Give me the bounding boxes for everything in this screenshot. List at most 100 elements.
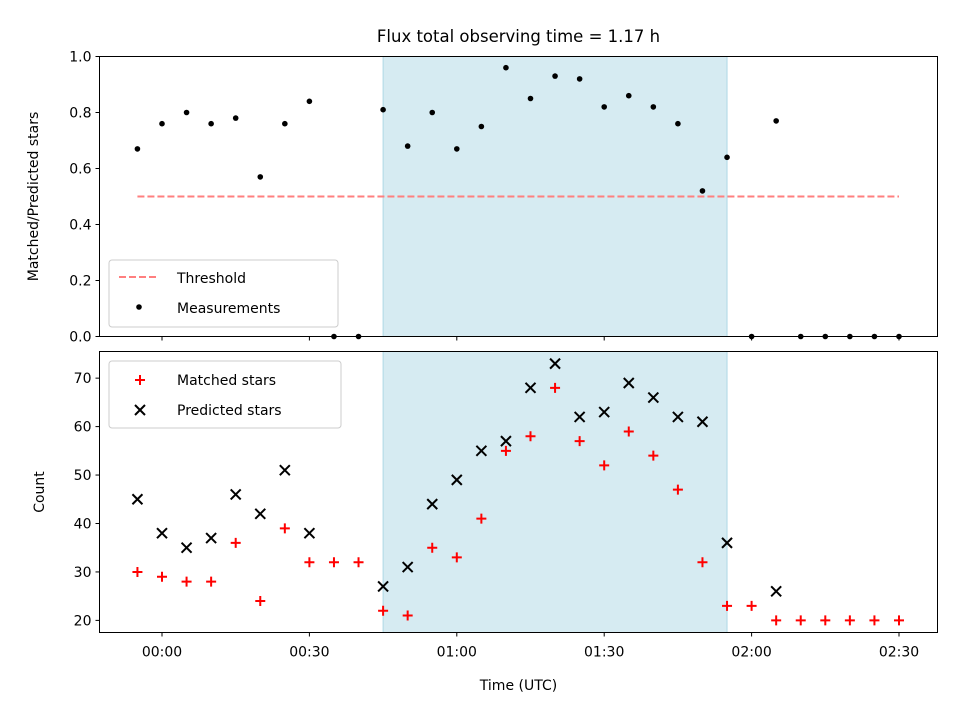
measurement-point	[503, 64, 509, 71]
y-tick-label: 20	[74, 613, 92, 629]
bottom-axes-frame	[99, 351, 938, 633]
y-tick-label: 1.0	[69, 50, 91, 66]
bottom-x-ticks: 00:00 00:30 01:00 01:30 02:00 02:30	[142, 632, 919, 661]
x-tick-label: 01:30	[584, 645, 624, 661]
measurement-point	[183, 109, 190, 116]
legend-measurement-swatch	[136, 304, 142, 310]
measurement-point	[552, 73, 558, 79]
y-tick-label: 40	[74, 516, 92, 532]
highlight-span	[382, 351, 728, 633]
predicted-star-point	[598, 406, 610, 418]
measurements-layer	[134, 64, 902, 340]
predicted-star-point	[475, 445, 488, 457]
highlight-span	[382, 56, 728, 337]
matched-star-point	[378, 605, 389, 616]
y-tick-label: 0.4	[69, 218, 91, 234]
matched-star-point	[599, 460, 610, 471]
y-tick-label: 50	[74, 468, 92, 484]
matched-star-point	[672, 484, 683, 495]
measurement-point	[773, 118, 779, 124]
matched-stars-layer	[132, 382, 904, 626]
matched-star-point	[181, 576, 192, 587]
legend-label-threshold: Threshold	[176, 271, 246, 287]
measurement-point	[724, 154, 730, 161]
bottom-highlight-span	[382, 351, 728, 633]
predicted-star-point	[205, 532, 217, 544]
y-tick-label: 70	[74, 371, 92, 387]
matched-star-point	[451, 552, 462, 563]
predicted-star-point	[426, 498, 438, 510]
measurement-point	[527, 95, 534, 102]
predicted-star-point	[770, 585, 782, 598]
predicted-star-point	[377, 580, 389, 593]
predicted-star-point	[647, 391, 660, 404]
predicted-star-point	[573, 411, 586, 423]
measurement-point	[208, 120, 214, 127]
matched-star-point	[206, 576, 217, 587]
bottom-panel: 20 30 40 50 60 70 00:00 00:30 01:00 01:30 02:00 02…	[32, 351, 938, 694]
x-tick-label: 02:00	[731, 645, 771, 661]
matched-star-point	[746, 600, 757, 611]
predicted-star-point	[451, 474, 463, 486]
bottom-legend: Matched stars Predicted stars	[108, 360, 342, 429]
predicted-star-point	[721, 537, 733, 549]
matched-star-point	[844, 615, 855, 626]
predicted-star-point	[156, 527, 168, 539]
predicted-star-point	[401, 561, 414, 573]
measurement-point	[699, 188, 706, 194]
measurement-point	[232, 115, 239, 121]
predicted-star-point	[279, 464, 291, 476]
matched-star-point	[304, 557, 315, 568]
x-axis-label: Time (UTC)	[479, 678, 557, 694]
measurement-point	[257, 174, 264, 180]
matched-star-point	[820, 615, 831, 626]
predicted-star-point	[696, 416, 709, 428]
bottom-y-axis-label: Count	[32, 471, 48, 513]
measurement-point	[380, 106, 386, 113]
matched-star-point	[550, 382, 561, 393]
x-tick-label: 02:30	[879, 645, 919, 661]
matched-star-point	[427, 542, 438, 553]
matched-star-point	[353, 557, 364, 568]
predicted-star-point	[180, 542, 193, 554]
matched-star-point	[132, 566, 143, 577]
matched-star-point	[574, 436, 585, 447]
bottom-y-ticks: 20 30 40 50 60 70	[74, 371, 100, 629]
matched-star-point	[795, 615, 806, 626]
measurement-point	[159, 120, 165, 127]
measurement-point	[454, 146, 460, 152]
predicted-star-point	[524, 382, 537, 394]
x-tick-label: 00:00	[142, 645, 182, 661]
measurement-point	[601, 104, 607, 110]
legend-box	[108, 259, 339, 328]
y-tick-label: 0.2	[69, 274, 91, 290]
predicted-star-point	[549, 357, 561, 370]
predicted-star-point	[623, 377, 635, 389]
matched-star-point	[279, 523, 290, 534]
predicted-star-point	[131, 493, 144, 505]
measurement-point	[404, 143, 411, 149]
y-tick-label: 0.6	[69, 162, 91, 178]
measurement-point	[282, 120, 288, 127]
predicted-star-point	[303, 527, 316, 539]
matched-star-point	[623, 426, 634, 437]
top-x-ticks	[161, 336, 900, 341]
measurement-point	[134, 146, 141, 152]
matched-star-point	[255, 596, 266, 607]
y-tick-label: 60	[74, 420, 92, 436]
matched-star-point	[476, 513, 487, 524]
top-panel: 0.0 0.2 0.4 0.6 0.8 1.0 Flux total observing …	[26, 27, 938, 346]
measurement-point	[429, 109, 436, 116]
measurement-point	[650, 104, 657, 110]
measurement-point	[576, 76, 583, 82]
top-y-axis-label: Matched/Predicted stars	[26, 112, 42, 282]
predicted-star-point	[229, 488, 242, 501]
measurement-point	[675, 120, 681, 127]
matched-star-point	[230, 537, 241, 548]
legend-box	[108, 360, 342, 429]
matched-star-point	[402, 610, 413, 621]
matched-star-point	[771, 615, 782, 626]
chart-title: Flux total observing time = 1.17 h	[377, 27, 660, 46]
predicted-star-point	[500, 435, 512, 447]
